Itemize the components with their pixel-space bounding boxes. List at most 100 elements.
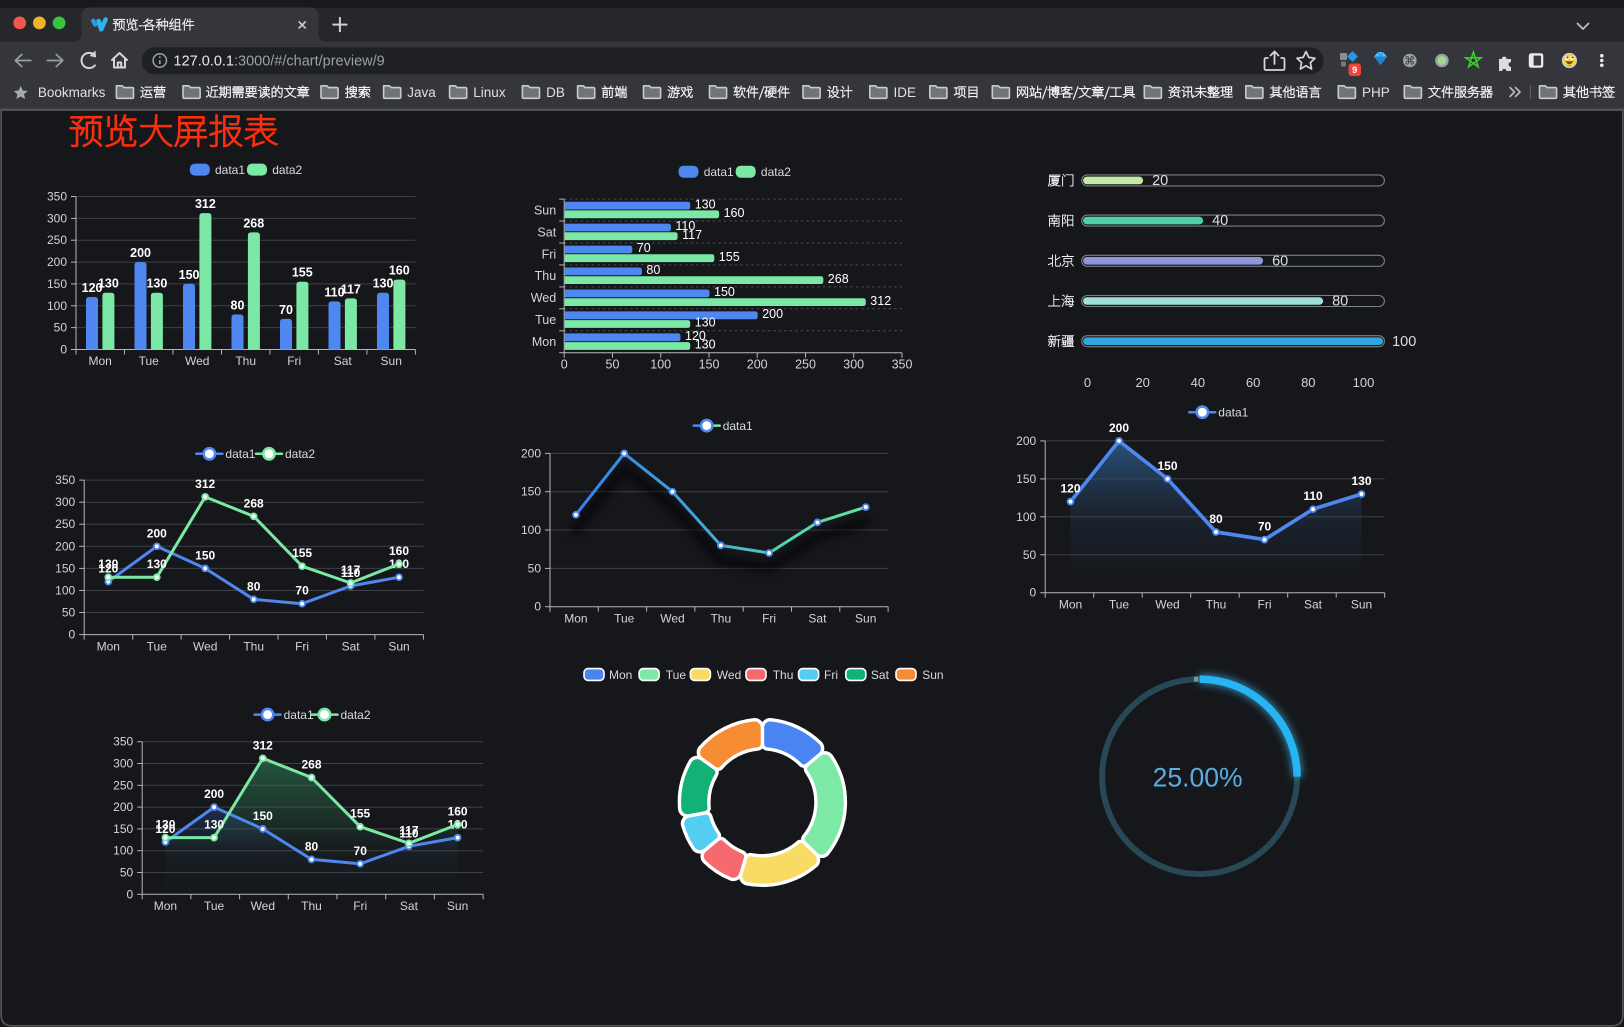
- svg-text:Sat: Sat: [400, 899, 419, 913]
- svg-text:Mon: Mon: [154, 899, 177, 913]
- svg-text:127.0.0.1:3000/#/chart/preview: 127.0.0.1:3000/#/chart/preview/9: [174, 53, 385, 69]
- svg-text:100: 100: [1392, 334, 1416, 350]
- svg-text:250: 250: [113, 778, 133, 792]
- svg-text:100: 100: [1016, 510, 1036, 524]
- svg-text:60: 60: [1272, 253, 1288, 269]
- svg-text:data1: data1: [1218, 406, 1248, 420]
- svg-text:155: 155: [292, 266, 313, 280]
- svg-text:PHP: PHP: [1362, 85, 1390, 100]
- svg-text:80: 80: [1209, 512, 1223, 526]
- svg-text:Wed: Wed: [531, 291, 557, 305]
- svg-text:DB: DB: [546, 85, 565, 100]
- svg-text:20: 20: [1152, 173, 1168, 189]
- svg-text:Wed: Wed: [1155, 598, 1179, 612]
- svg-text:80: 80: [305, 839, 319, 853]
- svg-text:60: 60: [1246, 375, 1260, 390]
- svg-text:120: 120: [82, 281, 103, 295]
- svg-text:350: 350: [892, 358, 913, 372]
- svg-text:Mon: Mon: [609, 668, 632, 682]
- svg-text:150: 150: [179, 268, 200, 282]
- svg-text:data2: data2: [285, 447, 315, 461]
- svg-text:160: 160: [389, 264, 410, 278]
- svg-text:Sun: Sun: [534, 203, 556, 217]
- svg-text:Tue: Tue: [139, 354, 160, 368]
- svg-text:80: 80: [646, 263, 660, 277]
- svg-text:Wed: Wed: [185, 354, 209, 368]
- svg-text:130: 130: [695, 316, 716, 330]
- svg-text:Sun: Sun: [855, 612, 876, 626]
- svg-text:Sun: Sun: [1351, 598, 1372, 612]
- svg-text:Sat: Sat: [1304, 598, 1323, 612]
- svg-text:70: 70: [354, 844, 368, 858]
- svg-text:160: 160: [389, 544, 409, 558]
- svg-text:80: 80: [1332, 294, 1348, 310]
- svg-text:Thu: Thu: [1206, 598, 1227, 612]
- svg-text:300: 300: [55, 495, 75, 509]
- svg-text:250: 250: [55, 517, 75, 531]
- svg-text:Wed: Wed: [660, 612, 684, 626]
- svg-text:100: 100: [1353, 375, 1375, 390]
- svg-text:130: 130: [204, 818, 224, 832]
- svg-text:80: 80: [231, 299, 245, 313]
- svg-text:Sat: Sat: [342, 639, 361, 653]
- svg-text:Fri: Fri: [824, 668, 838, 682]
- svg-text:50: 50: [62, 606, 76, 620]
- svg-text:130: 130: [146, 277, 167, 291]
- svg-text:40: 40: [1191, 375, 1205, 390]
- svg-text:312: 312: [195, 197, 216, 211]
- svg-text:155: 155: [719, 250, 740, 264]
- svg-text:200: 200: [113, 800, 133, 814]
- svg-text:200: 200: [762, 307, 783, 321]
- svg-text:120: 120: [1060, 482, 1080, 496]
- svg-text:100: 100: [55, 584, 75, 598]
- svg-text:160: 160: [724, 206, 745, 220]
- svg-text:Bookmarks: Bookmarks: [38, 85, 106, 100]
- svg-text:data1: data1: [215, 163, 245, 177]
- svg-text:Sat: Sat: [871, 668, 890, 682]
- svg-text:9: 9: [1352, 65, 1357, 76]
- svg-text:200: 200: [747, 358, 768, 372]
- svg-text:0: 0: [561, 358, 568, 372]
- svg-text:130: 130: [98, 557, 118, 571]
- svg-text:160: 160: [448, 805, 468, 819]
- svg-text:0: 0: [127, 887, 134, 901]
- svg-text:200: 200: [204, 787, 224, 801]
- svg-text:117: 117: [341, 563, 361, 577]
- svg-text:200: 200: [521, 446, 541, 460]
- svg-text:200: 200: [1109, 421, 1129, 435]
- svg-text:268: 268: [244, 496, 264, 510]
- svg-text:data1: data1: [225, 447, 255, 461]
- svg-text:Wed: Wed: [717, 668, 741, 682]
- svg-text:50: 50: [120, 866, 134, 880]
- svg-text:data1: data1: [704, 165, 734, 179]
- svg-text:155: 155: [292, 546, 312, 560]
- svg-text:50: 50: [54, 321, 68, 335]
- svg-text:Tue: Tue: [666, 668, 687, 682]
- svg-text:70: 70: [295, 584, 309, 598]
- svg-text:268: 268: [828, 272, 849, 286]
- svg-text:70: 70: [279, 303, 293, 317]
- svg-text:100: 100: [521, 523, 541, 537]
- svg-text:312: 312: [195, 477, 215, 491]
- svg-text:Tue: Tue: [614, 612, 635, 626]
- svg-text:150: 150: [55, 561, 75, 575]
- svg-text:250: 250: [47, 233, 67, 247]
- svg-text:150: 150: [1157, 459, 1177, 473]
- svg-text:data1: data1: [723, 419, 753, 433]
- svg-text:0: 0: [60, 343, 67, 357]
- svg-text:data1: data1: [284, 708, 314, 722]
- svg-text:100: 100: [650, 358, 671, 372]
- svg-text:0: 0: [1084, 375, 1091, 390]
- svg-text:Thu: Thu: [235, 354, 256, 368]
- svg-text:150: 150: [699, 358, 720, 372]
- svg-text:110: 110: [341, 566, 361, 580]
- svg-text:110: 110: [324, 285, 344, 299]
- svg-text:150: 150: [113, 822, 133, 836]
- svg-text:80: 80: [1301, 375, 1315, 390]
- svg-text:Tue: Tue: [535, 313, 556, 327]
- svg-text:40: 40: [1212, 213, 1228, 229]
- svg-text:120: 120: [98, 562, 118, 576]
- svg-text:data2: data2: [341, 708, 371, 722]
- svg-text:Wed: Wed: [193, 639, 217, 653]
- svg-text:Mon: Mon: [532, 335, 556, 349]
